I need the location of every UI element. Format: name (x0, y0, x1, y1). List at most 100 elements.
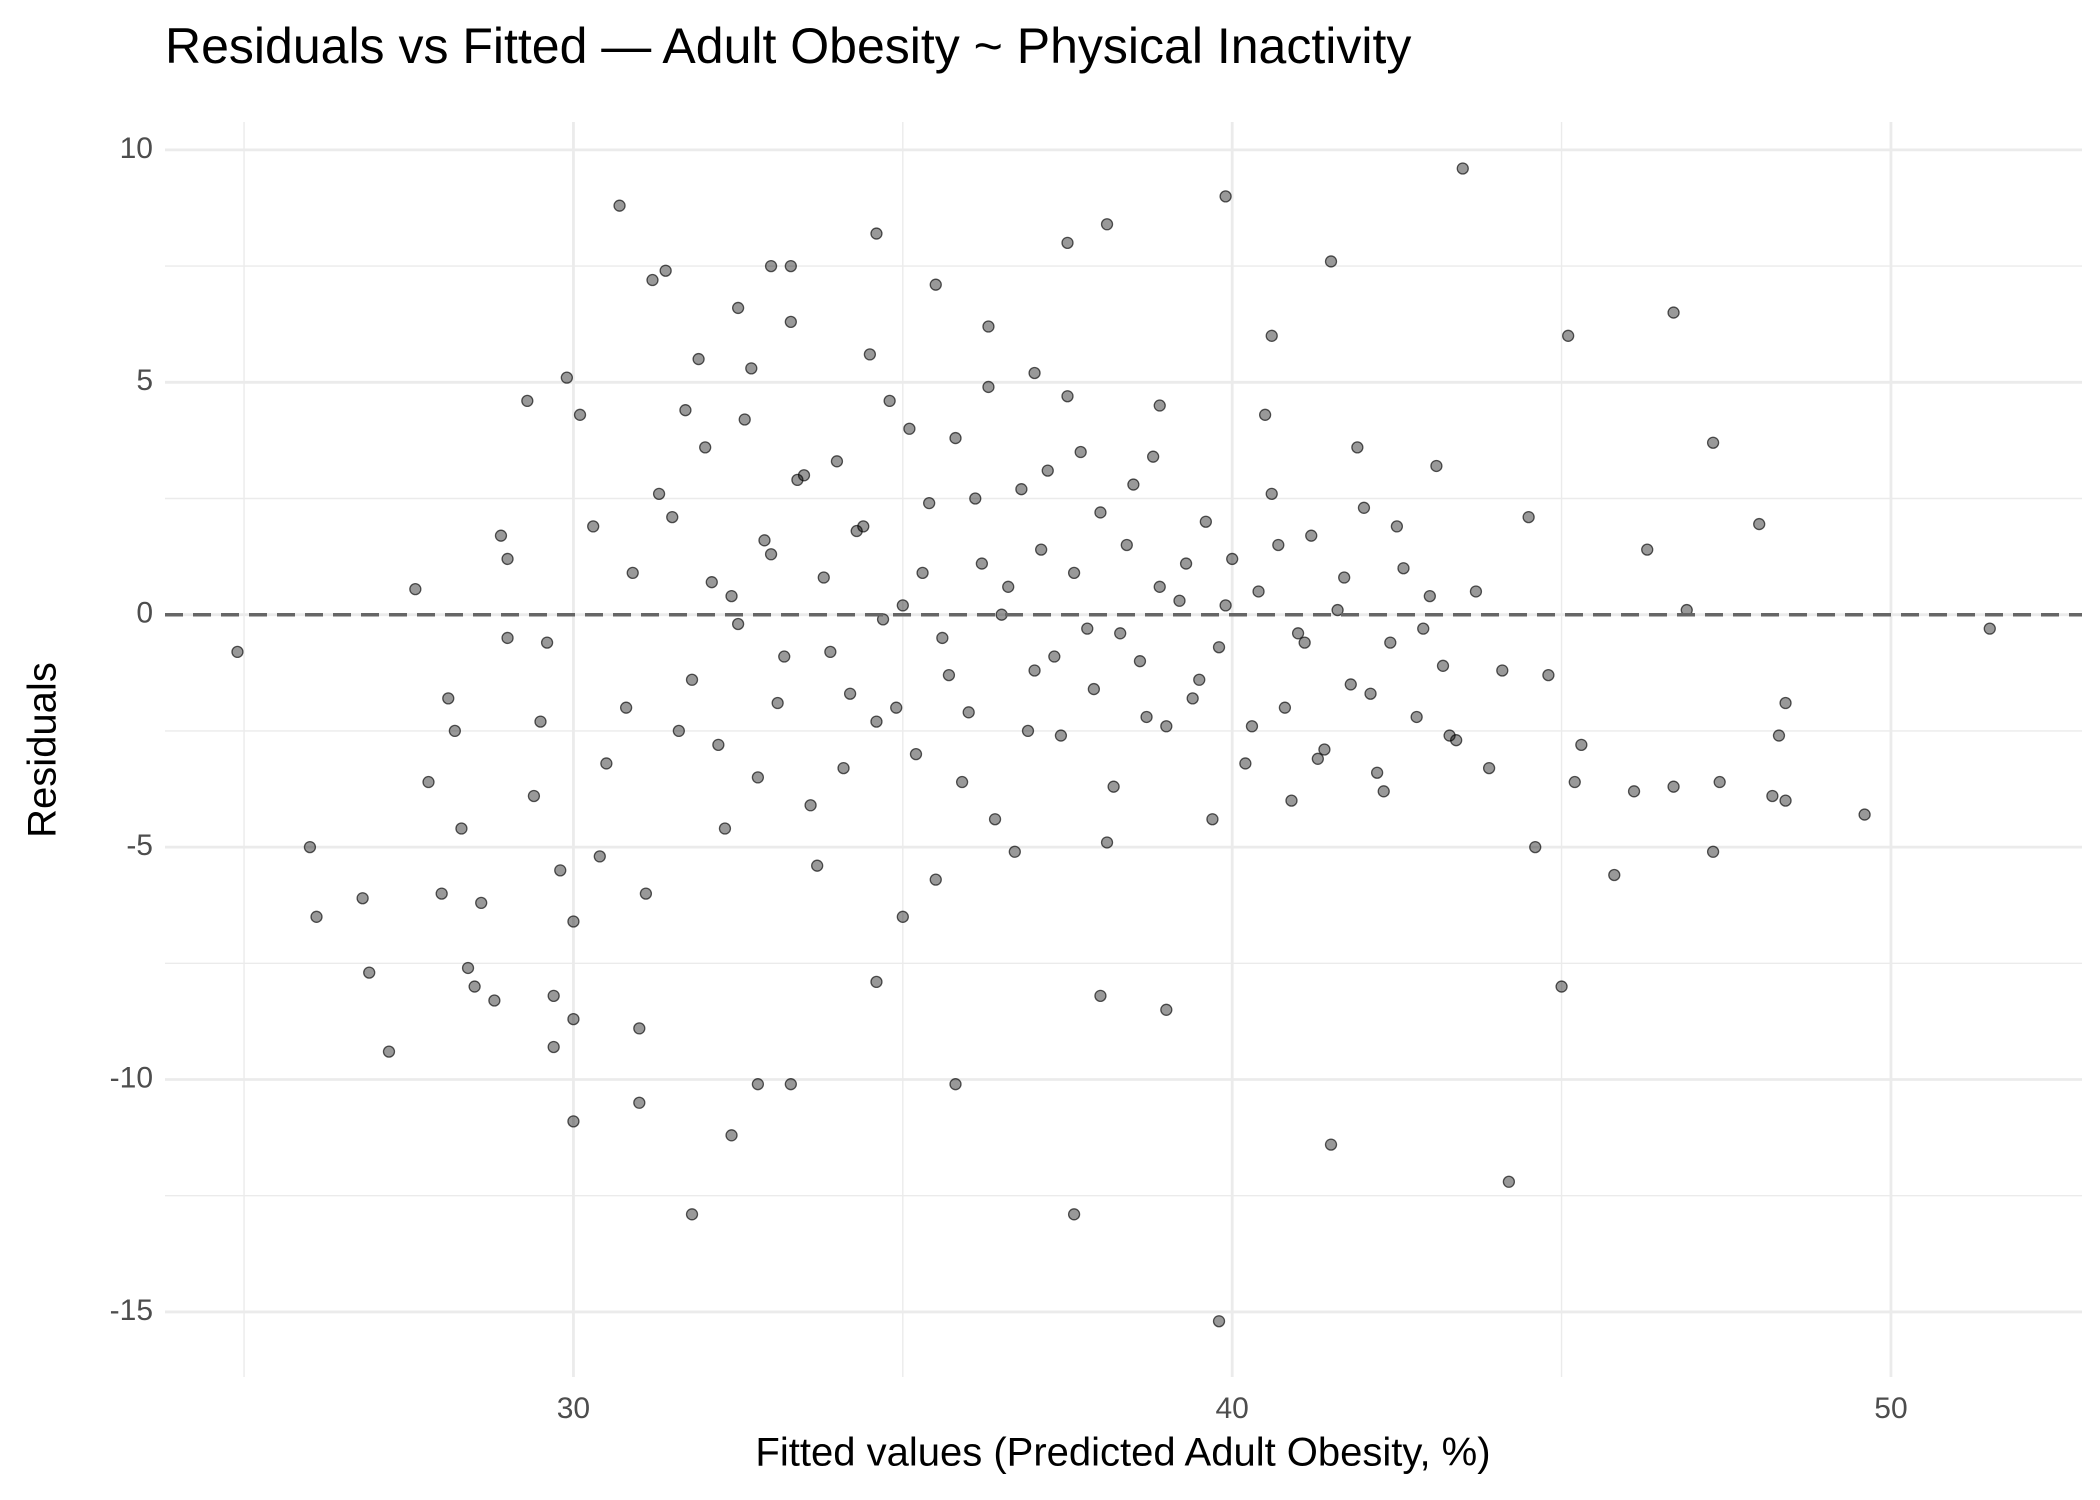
point (699, 441, 712, 454)
point (501, 631, 514, 645)
point (843, 687, 857, 700)
point (1265, 487, 1278, 501)
point (1087, 682, 1101, 696)
point (1858, 808, 1871, 821)
point (1469, 585, 1483, 598)
point (1311, 752, 1324, 765)
point (1107, 780, 1120, 793)
point (817, 571, 830, 584)
point (955, 775, 969, 789)
point (1035, 543, 1048, 556)
point (1305, 529, 1318, 542)
point (652, 487, 666, 501)
point (1212, 641, 1226, 654)
point (1417, 622, 1430, 635)
point (1753, 517, 1766, 531)
point (1100, 218, 1114, 231)
point (1173, 594, 1186, 607)
point (1199, 515, 1212, 528)
point (1318, 743, 1331, 756)
y-tick-label: 0 (136, 597, 153, 630)
point (501, 552, 514, 566)
point (929, 278, 942, 291)
point (1779, 794, 1792, 807)
point (725, 1129, 738, 1142)
point (1397, 562, 1410, 575)
point (1245, 720, 1259, 733)
point (712, 738, 725, 752)
point (1193, 673, 1206, 686)
point (1028, 664, 1041, 677)
point (718, 822, 732, 835)
point (1219, 190, 1232, 203)
point (731, 301, 745, 315)
point (600, 757, 613, 770)
point (982, 320, 995, 333)
point (633, 1096, 646, 1109)
point (626, 566, 639, 580)
point (975, 557, 989, 570)
point (1067, 1208, 1081, 1221)
point (725, 589, 738, 603)
point (923, 496, 936, 510)
point (962, 706, 975, 719)
point (1496, 664, 1509, 677)
point (1094, 989, 1107, 1003)
point (1324, 1138, 1338, 1151)
point (1272, 538, 1285, 552)
point (1450, 734, 1463, 747)
point (797, 469, 811, 482)
point (521, 394, 534, 408)
point (1186, 692, 1199, 705)
point (857, 520, 870, 533)
point (1094, 506, 1107, 519)
point (1627, 785, 1641, 798)
point (863, 348, 877, 361)
point (1766, 789, 1779, 803)
point (1239, 757, 1252, 770)
point (1008, 845, 1021, 858)
point (804, 799, 817, 812)
point (461, 961, 475, 975)
point (870, 227, 883, 240)
point (1522, 510, 1535, 524)
point (573, 408, 587, 421)
point (363, 966, 376, 979)
point (1067, 566, 1081, 580)
point (1555, 980, 1568, 993)
tick-labels: 30 40 50 -15 -10 -5 0 5 10 (110, 132, 1908, 1425)
point (310, 910, 323, 923)
point (791, 473, 804, 487)
point (1667, 780, 1680, 793)
x-tick-label: 50 (1874, 1392, 1907, 1425)
point (685, 673, 699, 686)
point (554, 864, 567, 877)
point (811, 859, 824, 872)
point (890, 701, 903, 714)
point (830, 455, 844, 468)
point (540, 636, 554, 649)
y-tick-label: 10 (120, 132, 153, 165)
point (745, 362, 758, 375)
point (1160, 1003, 1173, 1016)
point (1285, 794, 1298, 807)
point (560, 371, 573, 384)
point (231, 645, 244, 659)
point (1370, 766, 1384, 779)
point (1153, 399, 1166, 412)
point (1529, 840, 1542, 854)
point (1021, 724, 1035, 738)
point (1338, 571, 1351, 584)
point (1061, 390, 1074, 403)
point (1331, 603, 1344, 617)
point (764, 548, 778, 561)
point (883, 394, 896, 408)
point (1219, 599, 1232, 612)
point (936, 631, 949, 645)
point (1153, 580, 1166, 593)
point (1377, 785, 1390, 798)
point (1265, 329, 1278, 342)
